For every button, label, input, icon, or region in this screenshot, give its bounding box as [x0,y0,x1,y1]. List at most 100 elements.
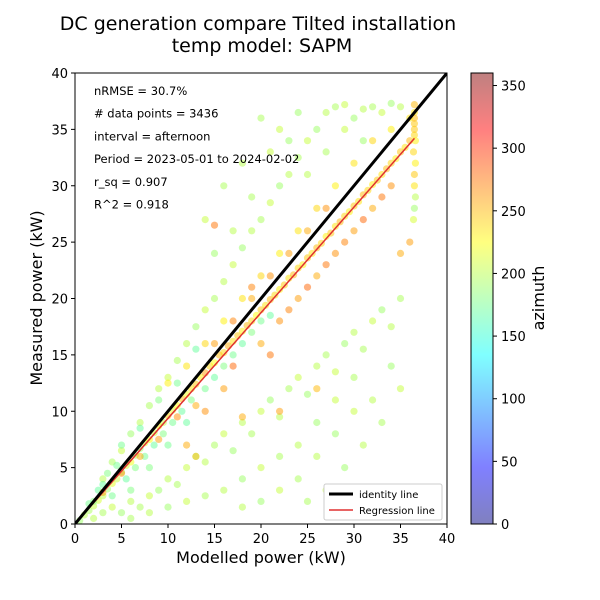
scatter-point [257,340,265,348]
scatter-point [183,362,191,370]
scatter-point [396,249,405,257]
scatter-point [266,351,274,359]
scatter-point [127,514,135,523]
scatter-point [294,441,302,449]
scatter-point [136,418,144,427]
scatter-point [201,306,209,314]
scatter-point [117,509,126,517]
scatter-point [350,407,358,415]
scatter-point [350,373,358,381]
scatter-point [127,486,135,494]
scatter-point [294,475,302,483]
scatter-point [122,475,130,483]
scatter-point [178,407,186,415]
scatter-point [238,244,246,252]
scatter-point [136,503,144,511]
scatter-point [266,272,274,280]
scatter-point [387,182,395,190]
scatter-point [303,137,312,145]
stat-annotation: interval = afternoon [94,129,210,143]
scatter-point [201,340,209,348]
scatter-point [294,373,302,381]
scatter-point [359,137,367,145]
scatter-point [313,272,321,280]
scatter-point [313,204,321,212]
scatter-point [410,131,418,139]
scatter-point [285,170,293,179]
scatter-point [257,464,265,472]
scatter-point [350,328,358,336]
scatter-point [350,227,358,235]
scatter-point [262,301,270,309]
scatter-point [220,385,228,393]
scatter-point [210,340,219,348]
scatter-point [229,351,237,359]
scatter-point [276,486,284,494]
scatter-point [229,261,237,269]
scatter-point [229,227,237,235]
scatter-point [145,464,153,472]
scatter-point [201,216,209,224]
scatter-point [341,212,349,220]
x-tick-label: 5 [117,532,125,547]
scatter-point [285,249,293,257]
scatter-point [313,385,321,393]
colorbar-tick-label: 350 [501,80,526,95]
scatter-point [387,159,395,167]
scatter-point [248,294,256,303]
scatter-point [257,114,265,122]
scatter-point [285,306,293,314]
scatter-point [359,191,367,199]
scatter-point [108,503,116,511]
scatter-point [313,125,321,133]
scatter-point [276,413,284,421]
scatter-point [257,272,265,280]
colorbar: 0 50 100 150 200 250 300 350 azimuth [470,72,548,533]
scatter-point [341,238,349,246]
scatter-point [313,362,321,370]
colorbar-tick-label: 100 [501,393,526,408]
chart-title-line-1: DC generation compare Tilted installatio… [60,13,456,35]
scatter-point [99,475,107,483]
scatter-point [192,452,200,460]
scatter-point [378,108,386,117]
scatter-point [341,464,349,472]
scatter-point [409,148,418,156]
legend-identity-label: identity line [359,490,418,501]
scatter-point [238,327,246,335]
scatter-point [248,227,256,235]
scatter-point [276,285,284,294]
scatter-point [164,441,172,449]
scatter-point [183,418,191,427]
scatter-point [359,441,367,449]
scatter-point [276,317,284,325]
scatter-point [410,120,418,128]
scatter-point [113,461,121,469]
scatter-point [164,503,172,511]
regression-line [75,137,416,524]
scatter-point [183,340,191,348]
colorbar-tick-label: 250 [501,205,526,220]
colorbar-tick-label: 0 [501,518,509,533]
scatter-point [411,193,419,201]
scatter-point [229,362,237,370]
scatter-point [410,101,418,109]
chart-title-line-2: temp model: SAPM [172,35,353,57]
scatter-point [410,170,418,179]
scatter-point [155,396,163,404]
x-axis-label: Modelled power (kW) [176,548,346,567]
scatter-point [378,193,386,201]
scatter-point [257,497,265,505]
scatter-point [131,464,139,472]
scatter-point [173,356,181,365]
scatter-point [192,345,200,353]
scatter-point [276,182,284,190]
scatter-point [155,385,163,393]
scatter-point [369,103,377,111]
scatter-point [313,418,321,427]
x-tick-label: 10 [160,532,177,547]
colorbar-tick-label: 50 [501,455,518,470]
y-tick-label: 15 [51,349,68,364]
scatter-point [266,396,274,404]
